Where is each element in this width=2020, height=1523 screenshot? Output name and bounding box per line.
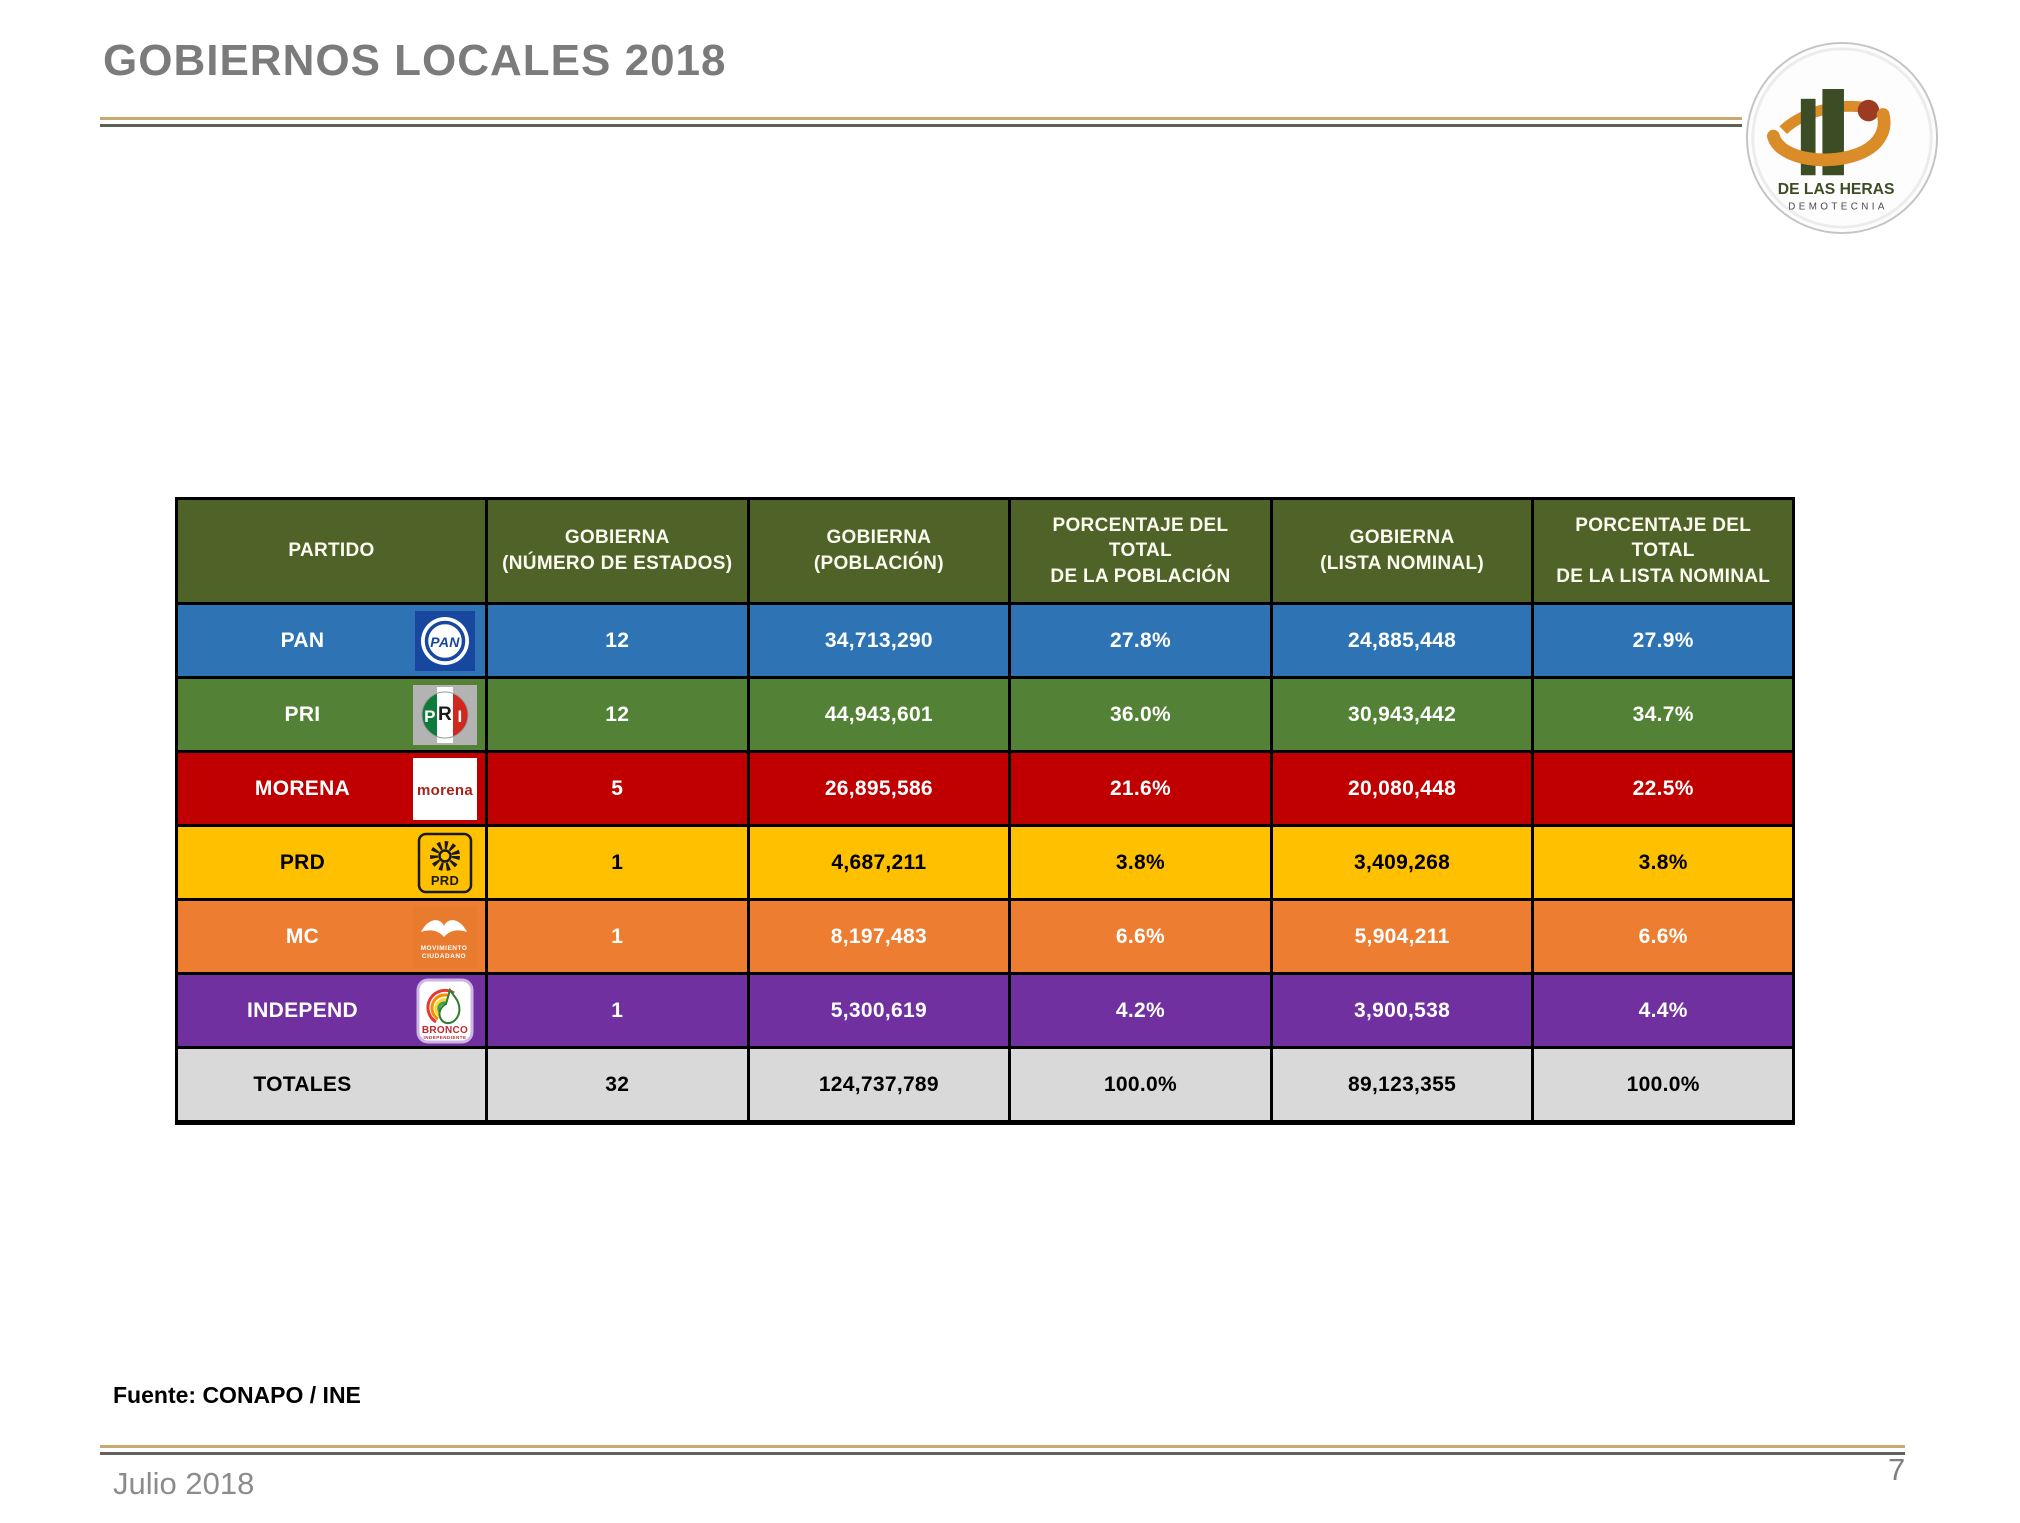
header-cell: GOBIERNA (POBLACIÓN) [749, 500, 1009, 602]
pan-logo-icon: PAN [413, 610, 477, 672]
footer-rule-gold [100, 1445, 1905, 1448]
table-cell: 1 [487, 827, 747, 898]
table-header-row: PARTIDO GOBIERNA (NÚMERO DE ESTADOS) GOB… [178, 500, 1792, 602]
table-cell: 100.0% [1534, 1049, 1792, 1120]
table-cell: 30,943,442 [1272, 679, 1532, 750]
table-cell: 22.5% [1534, 753, 1792, 824]
table-cell: 100.0% [1011, 1049, 1270, 1120]
svg-text:R: R [438, 704, 452, 725]
svg-text:BRONCO: BRONCO [422, 1025, 468, 1036]
morena-logo-icon: morena [412, 757, 477, 820]
svg-text:PRD: PRD [431, 873, 459, 888]
table-cell: 4,687,211 [749, 827, 1009, 898]
party-label: MC [285, 924, 320, 948]
party-label: PRI [284, 702, 321, 726]
svg-text:PAN: PAN [430, 634, 460, 650]
page-title: GOBIERNOS LOCALES 2018 [103, 36, 727, 85]
table-row: PAN PAN 12 34,713,290 27.8% 24,885,448 2… [178, 605, 1792, 676]
table-row: PRD PRD 1 4,687,211 3.8% 3,409,268 3.8% [178, 827, 1792, 898]
svg-text:morena: morena [417, 782, 473, 799]
table-row: PRI P R I [178, 679, 1792, 750]
table-cell: 34.7% [1534, 679, 1792, 750]
table-cell: 3.8% [1011, 827, 1270, 898]
table-cell: 1 [487, 901, 747, 972]
company-logo-sub: DEMOTECNIA [1788, 202, 1888, 213]
header-cell: GOBIERNA (LISTA NOMINAL) [1272, 500, 1532, 602]
parties-table: PARTIDO GOBIERNA (NÚMERO DE ESTADOS) GOB… [175, 497, 1795, 1125]
header-cell: GOBIERNA (NÚMERO DE ESTADOS) [487, 500, 747, 602]
party-label: TOTALES [253, 1072, 352, 1096]
table-cell: 36.0% [1011, 679, 1270, 750]
title-rule-gold [100, 117, 1742, 120]
table-cell: 5,300,619 [749, 975, 1009, 1046]
table-cell: 5 [487, 753, 747, 824]
table-cell: 8,197,483 [749, 901, 1009, 972]
table-cell: 32 [487, 1049, 747, 1120]
table-cell: 44,943,601 [749, 679, 1009, 750]
table-cell: 20,080,448 [1272, 753, 1532, 824]
party-label: PAN [280, 628, 325, 652]
table-cell: 3,409,268 [1272, 827, 1532, 898]
title-rule-dark [100, 124, 1742, 127]
table-row: TOTALES 32 124,737,789 100.0% 89,123,355… [178, 1049, 1792, 1120]
table-row: INDEPEND BRONCO INDEPENDIENTE [178, 975, 1792, 1046]
table-cell: 3,900,538 [1272, 975, 1532, 1046]
table-cell: 27.8% [1011, 605, 1270, 676]
pri-logo-icon: P R I [412, 684, 477, 746]
table-cell: 89,123,355 [1272, 1049, 1532, 1120]
page-number: 7 [1888, 1452, 1906, 1487]
table-cell: 24,885,448 [1272, 605, 1532, 676]
company-logo: DE LAS HERAS DEMOTECNIA [1744, 40, 1940, 236]
prd-logo-icon: PRD [413, 832, 477, 894]
mc-logo-icon: MOVIMIENTO CIUDADANO [412, 905, 477, 968]
svg-text:P: P [424, 707, 436, 726]
svg-text:I: I [457, 707, 462, 726]
bronco-logo-icon: BRONCO INDEPENDIENTE [413, 978, 477, 1043]
footer-date: Julio 2018 [113, 1466, 255, 1501]
party-label: PRD [279, 850, 326, 874]
table-cell: 12 [487, 679, 747, 750]
table-row: MORENA morena 5 26,895,586 21.6% 20,080,… [178, 753, 1792, 824]
source-note: Fuente: CONAPO / INE [113, 1382, 361, 1408]
company-logo-name: DE LAS HERAS [1778, 181, 1895, 198]
table-cell: 124,737,789 [749, 1049, 1009, 1120]
svg-text:MOVIMIENTO: MOVIMIENTO [421, 945, 468, 952]
table-cell: 27.9% [1534, 605, 1792, 676]
table-cell: 6.6% [1011, 901, 1270, 972]
header-cell: PORCENTAJE DEL TOTAL DE LA LISTA NOMINAL [1534, 500, 1792, 602]
table-cell: 5,904,211 [1272, 901, 1532, 972]
party-label: INDEPEND [247, 998, 358, 1022]
svg-text:CIUDADANO: CIUDADANO [422, 953, 466, 960]
table-row: MC MOVIMIENTO CIUDADANO 1 8,197,483 6.6%… [178, 901, 1792, 972]
svg-text:INDEPENDIENTE: INDEPENDIENTE [423, 1035, 466, 1040]
footer-rule-dark [100, 1452, 1905, 1455]
party-label: MORENA [254, 776, 351, 800]
table-cell: 34,713,290 [749, 605, 1009, 676]
table-cell: 26,895,586 [749, 753, 1009, 824]
table-cell: 3.8% [1534, 827, 1792, 898]
header-cell: PORCENTAJE DEL TOTAL DE LA POBLACIÓN [1011, 500, 1270, 602]
header-cell: PARTIDO [178, 500, 485, 602]
table-cell: 4.4% [1534, 975, 1792, 1046]
empty-logo-slot [413, 1054, 477, 1116]
table-cell: 12 [487, 605, 747, 676]
table-cell: 6.6% [1534, 901, 1792, 972]
table-cell: 21.6% [1011, 753, 1270, 824]
table-cell: 1 [487, 975, 747, 1046]
table-cell: 4.2% [1011, 975, 1270, 1046]
